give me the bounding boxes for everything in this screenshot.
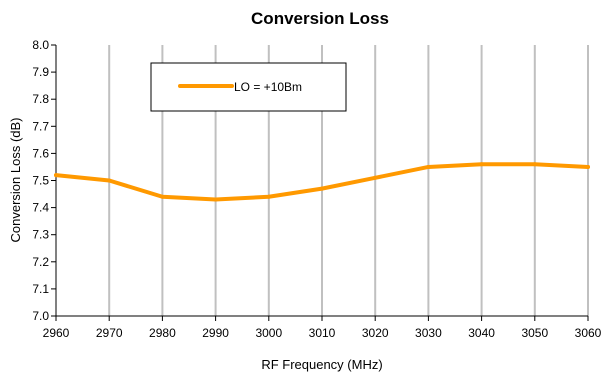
y-tick-label-1: 7.1	[32, 282, 49, 296]
data-point-0-5	[320, 186, 324, 191]
y-tick-label-5: 7.5	[32, 174, 49, 188]
x-tick-label-8: 3040	[468, 326, 495, 340]
y-tick-label-3: 7.3	[32, 228, 49, 242]
data-point-0-1	[107, 178, 112, 183]
y-tick-label-8: 7.8	[32, 92, 49, 106]
data-point-0-7	[426, 164, 431, 169]
ticks: 7.0 7.1 7.2 7.3 7.4 7.5 7.6 7.7 7.8 7.9 8.0 2960 297…	[32, 38, 601, 340]
x-tick-label-2: 2980	[149, 326, 176, 340]
x-tick-label-6: 3020	[362, 326, 389, 340]
x-tick-label-9: 3050	[521, 326, 548, 340]
y-tick-label-4: 7.4	[32, 201, 49, 215]
data-point-0-4	[266, 194, 271, 199]
x-tick-label-5: 3010	[309, 326, 336, 340]
y-tick-label-0: 7.0	[32, 309, 49, 323]
x-tick-label-4: 3000	[255, 326, 282, 340]
x-tick-label-10: 3060	[575, 326, 602, 340]
data-point-0-8	[479, 162, 484, 167]
data-point-0-2	[160, 194, 165, 199]
data-point-0-9	[532, 162, 537, 167]
series-layer	[54, 162, 590, 202]
x-tick-label-3: 2990	[202, 326, 229, 340]
x-tick-label-7: 3030	[415, 326, 442, 340]
y-tick-label-9: 7.9	[32, 65, 49, 79]
y-tick-label-6: 7.6	[32, 146, 49, 160]
chart-title: Conversion Loss	[251, 9, 389, 28]
data-point-0-0	[54, 173, 58, 178]
data-point-0-3	[213, 197, 218, 202]
data-point-0-6	[373, 175, 378, 180]
x-tick-label-1: 2970	[96, 326, 123, 340]
x-tick-label-0: 2960	[43, 326, 70, 340]
legend-label: LO = +10Bm	[234, 80, 302, 94]
y-tick-label-10: 8.0	[32, 38, 49, 52]
x-axis-label: RF Frequency (MHz)	[261, 357, 382, 372]
legend: LO = +10Bm	[150, 62, 347, 112]
y-tick-label-2: 7.2	[32, 255, 49, 269]
y-tick-label-7: 7.7	[32, 119, 49, 133]
y-axis-label: Conversion Loss (dB)	[8, 118, 23, 243]
data-point-0-10	[586, 164, 590, 169]
